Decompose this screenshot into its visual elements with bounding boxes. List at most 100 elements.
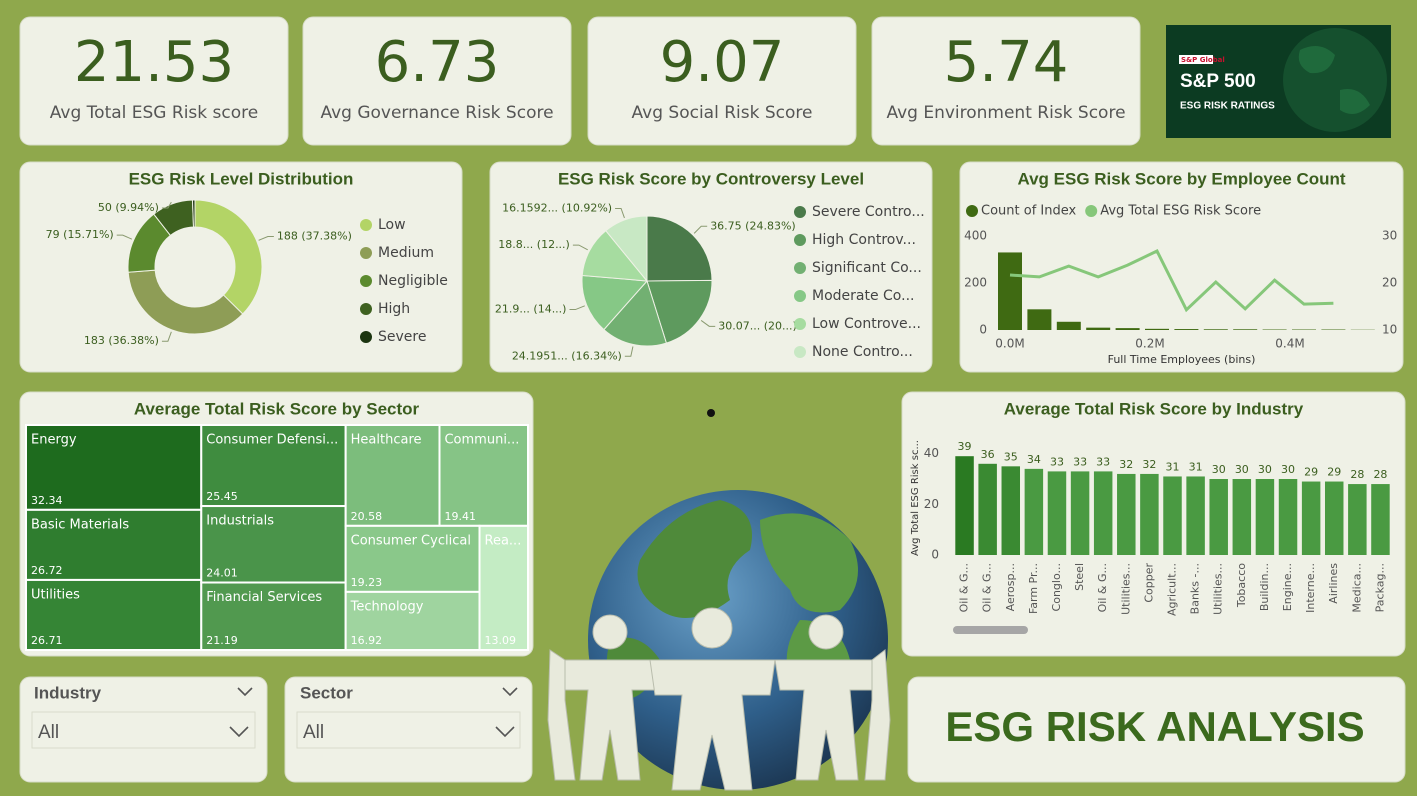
y-tick-label: 0: [931, 548, 939, 562]
line: [1009, 249, 1334, 313]
tile-value: 16.92: [351, 634, 383, 647]
x-tick-label: Buildin...: [1258, 563, 1271, 611]
kpi-card: [587, 16, 857, 146]
chart-title: ESG Risk Score by Controversy Level: [558, 169, 864, 188]
slice: [194, 199, 263, 315]
slicer-value[interactable]: All: [303, 722, 324, 743]
kpi-label: Avg Social Risk Score: [632, 103, 813, 123]
legend-label: Significant Co...: [812, 260, 922, 276]
bar: [998, 252, 1022, 330]
data-label: 28: [1373, 468, 1387, 481]
leader-line: [700, 320, 716, 327]
slice: [603, 280, 667, 347]
tile-value: 32.34: [31, 494, 63, 507]
logo-brand-bg: [1179, 55, 1213, 64]
data-label: 31: [1166, 460, 1180, 473]
chart-title: Average Total Risk Score by Sector: [134, 399, 420, 418]
logo-title: S&P 500: [1180, 71, 1256, 92]
bar: [1186, 476, 1205, 555]
legend-marker: [360, 219, 372, 231]
kpi-value: 5.74: [944, 30, 1069, 95]
bar: [1278, 479, 1298, 555]
dropdown[interactable]: [31, 711, 256, 749]
bar: [1301, 481, 1321, 555]
legend-marker: [794, 206, 806, 218]
slice: [646, 215, 713, 282]
leader-line: [116, 234, 133, 240]
data-label: 30.07... (20...): [718, 319, 797, 332]
tile-value: 19.41: [444, 510, 476, 523]
data-label: 31: [1189, 460, 1203, 473]
legend-marker: [1085, 205, 1098, 217]
chevron[interactable]: [229, 726, 249, 738]
leader-line: [161, 201, 172, 209]
treemap-tile: [200, 424, 347, 508]
x-tick-label: Banks -...: [1189, 563, 1202, 614]
x-tick-label: Interne...: [1304, 563, 1317, 613]
bar: [1348, 484, 1367, 555]
data-label: 33: [1096, 455, 1110, 468]
bar: [1093, 471, 1113, 555]
banner-card: [907, 676, 1406, 783]
slicer[interactable]: Industry All: [31, 683, 256, 749]
legend-marker: [360, 247, 372, 259]
bar: [1086, 327, 1111, 330]
legend-label: Low Controve...: [812, 316, 921, 332]
y-axis-title: Avg Total ESG Risk sc...: [910, 440, 921, 556]
tile-label: Financial Services: [206, 590, 322, 605]
chevron[interactable]: [502, 687, 518, 697]
data-label: 183 (36.38%): [84, 334, 159, 347]
chevron[interactable]: [495, 726, 515, 738]
data-label: 29: [1327, 466, 1341, 479]
tile-value: 26.71: [31, 634, 63, 647]
tile-label: Consumer Defensi...: [206, 433, 338, 448]
data-label: 34: [1027, 453, 1041, 466]
tile-value: 25.45: [206, 490, 238, 503]
treemap-tile: [478, 524, 529, 651]
treemap-tile: [25, 424, 203, 511]
chart-title: ESG Risk Level Distribution: [129, 169, 354, 188]
slice: [581, 274, 649, 331]
banner-title: ESG RISK ANALYSIS: [945, 703, 1364, 750]
legend-label: None Contro...: [812, 344, 913, 360]
tile-label: Consumer Cyclical: [351, 533, 471, 548]
data-label: 30: [1258, 463, 1272, 476]
legend-label: Severe: [378, 329, 426, 345]
legend-marker: [794, 262, 806, 274]
tile-label: Rea...: [485, 533, 522, 548]
kpi-card: [19, 16, 289, 146]
slice: [191, 199, 196, 228]
dropdown[interactable]: [296, 711, 521, 749]
data-label: 36: [981, 448, 995, 461]
tile-label: Energy: [31, 433, 77, 448]
logo-land: [1298, 46, 1370, 114]
y-tick-label: 0: [979, 323, 987, 337]
chevron[interactable]: [237, 687, 253, 697]
data-label: 32: [1142, 458, 1156, 471]
x-tick-label: Oil & G...: [958, 563, 971, 612]
bar: [1371, 484, 1390, 555]
bar: [1047, 471, 1067, 555]
bar: [1324, 481, 1344, 555]
leader-line: [572, 244, 588, 251]
y2-tick-label: 10: [1382, 323, 1397, 337]
y-tick-label: 40: [924, 446, 939, 460]
data-label: 39: [958, 440, 972, 453]
y2-tick-label: 30: [1382, 229, 1397, 243]
x-tick-label: Farm Pr...: [1027, 563, 1040, 614]
slicer-value[interactable]: All: [38, 722, 59, 743]
tile-value: 19.23: [351, 576, 383, 589]
y-tick-label: 400: [964, 229, 987, 243]
data-label: 33: [1050, 455, 1064, 468]
data-label: 30: [1212, 463, 1226, 476]
legend-label: Count of Index: [981, 204, 1076, 219]
legend-marker: [966, 205, 978, 217]
kpi-card: [302, 16, 572, 146]
data-label: 36.75 (24.83%): [710, 219, 796, 232]
logo-subtitle: ESG RISK RATINGS: [1180, 101, 1275, 112]
x-tick-label: Packag...: [1373, 563, 1386, 612]
treemap-tile: [25, 578, 203, 652]
slicer[interactable]: Sector All: [296, 683, 521, 749]
tile-label: Technology: [350, 599, 424, 614]
